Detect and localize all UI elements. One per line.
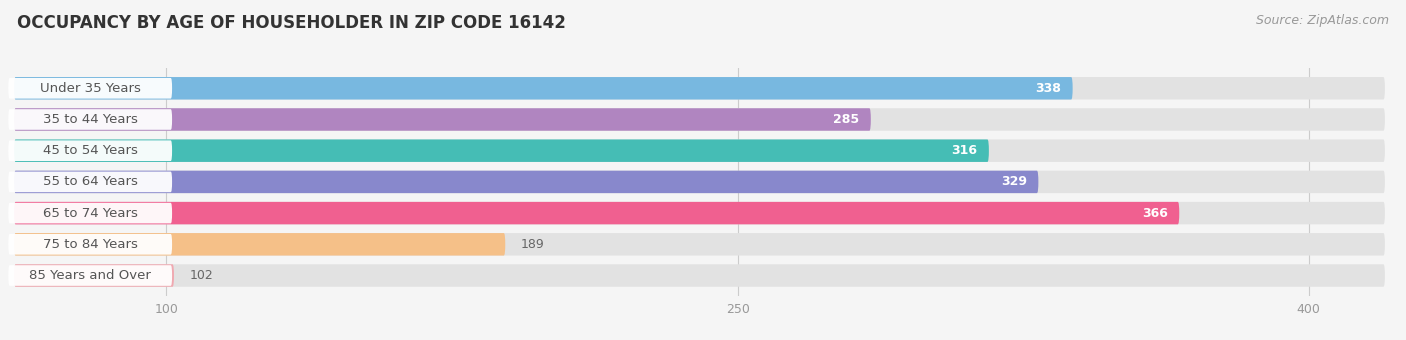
FancyBboxPatch shape bbox=[14, 171, 1039, 193]
Text: Under 35 Years: Under 35 Years bbox=[39, 82, 141, 95]
Text: 75 to 84 Years: 75 to 84 Years bbox=[42, 238, 138, 251]
FancyBboxPatch shape bbox=[14, 108, 1385, 131]
FancyBboxPatch shape bbox=[8, 234, 172, 255]
FancyBboxPatch shape bbox=[14, 108, 870, 131]
FancyBboxPatch shape bbox=[8, 109, 172, 130]
FancyBboxPatch shape bbox=[8, 172, 172, 192]
FancyBboxPatch shape bbox=[8, 140, 172, 161]
FancyBboxPatch shape bbox=[8, 265, 172, 286]
FancyBboxPatch shape bbox=[14, 264, 174, 287]
Text: 55 to 64 Years: 55 to 64 Years bbox=[42, 175, 138, 188]
FancyBboxPatch shape bbox=[14, 233, 1385, 256]
Text: OCCUPANCY BY AGE OF HOUSEHOLDER IN ZIP CODE 16142: OCCUPANCY BY AGE OF HOUSEHOLDER IN ZIP C… bbox=[17, 14, 565, 32]
FancyBboxPatch shape bbox=[8, 203, 172, 223]
Text: 366: 366 bbox=[1142, 207, 1168, 220]
FancyBboxPatch shape bbox=[14, 233, 505, 256]
Text: 45 to 54 Years: 45 to 54 Years bbox=[42, 144, 138, 157]
FancyBboxPatch shape bbox=[14, 202, 1180, 224]
FancyBboxPatch shape bbox=[14, 202, 1385, 224]
Text: Source: ZipAtlas.com: Source: ZipAtlas.com bbox=[1256, 14, 1389, 27]
Text: 102: 102 bbox=[190, 269, 212, 282]
Text: 338: 338 bbox=[1035, 82, 1062, 95]
FancyBboxPatch shape bbox=[14, 77, 1073, 100]
Text: 285: 285 bbox=[834, 113, 859, 126]
FancyBboxPatch shape bbox=[14, 264, 1385, 287]
Text: 65 to 74 Years: 65 to 74 Years bbox=[42, 207, 138, 220]
Text: 329: 329 bbox=[1001, 175, 1026, 188]
FancyBboxPatch shape bbox=[8, 78, 172, 99]
FancyBboxPatch shape bbox=[14, 139, 1385, 162]
FancyBboxPatch shape bbox=[14, 139, 988, 162]
Text: 35 to 44 Years: 35 to 44 Years bbox=[42, 113, 138, 126]
Text: 85 Years and Over: 85 Years and Over bbox=[30, 269, 152, 282]
Text: 189: 189 bbox=[520, 238, 544, 251]
FancyBboxPatch shape bbox=[14, 77, 1385, 100]
FancyBboxPatch shape bbox=[14, 171, 1385, 193]
Text: 316: 316 bbox=[952, 144, 977, 157]
